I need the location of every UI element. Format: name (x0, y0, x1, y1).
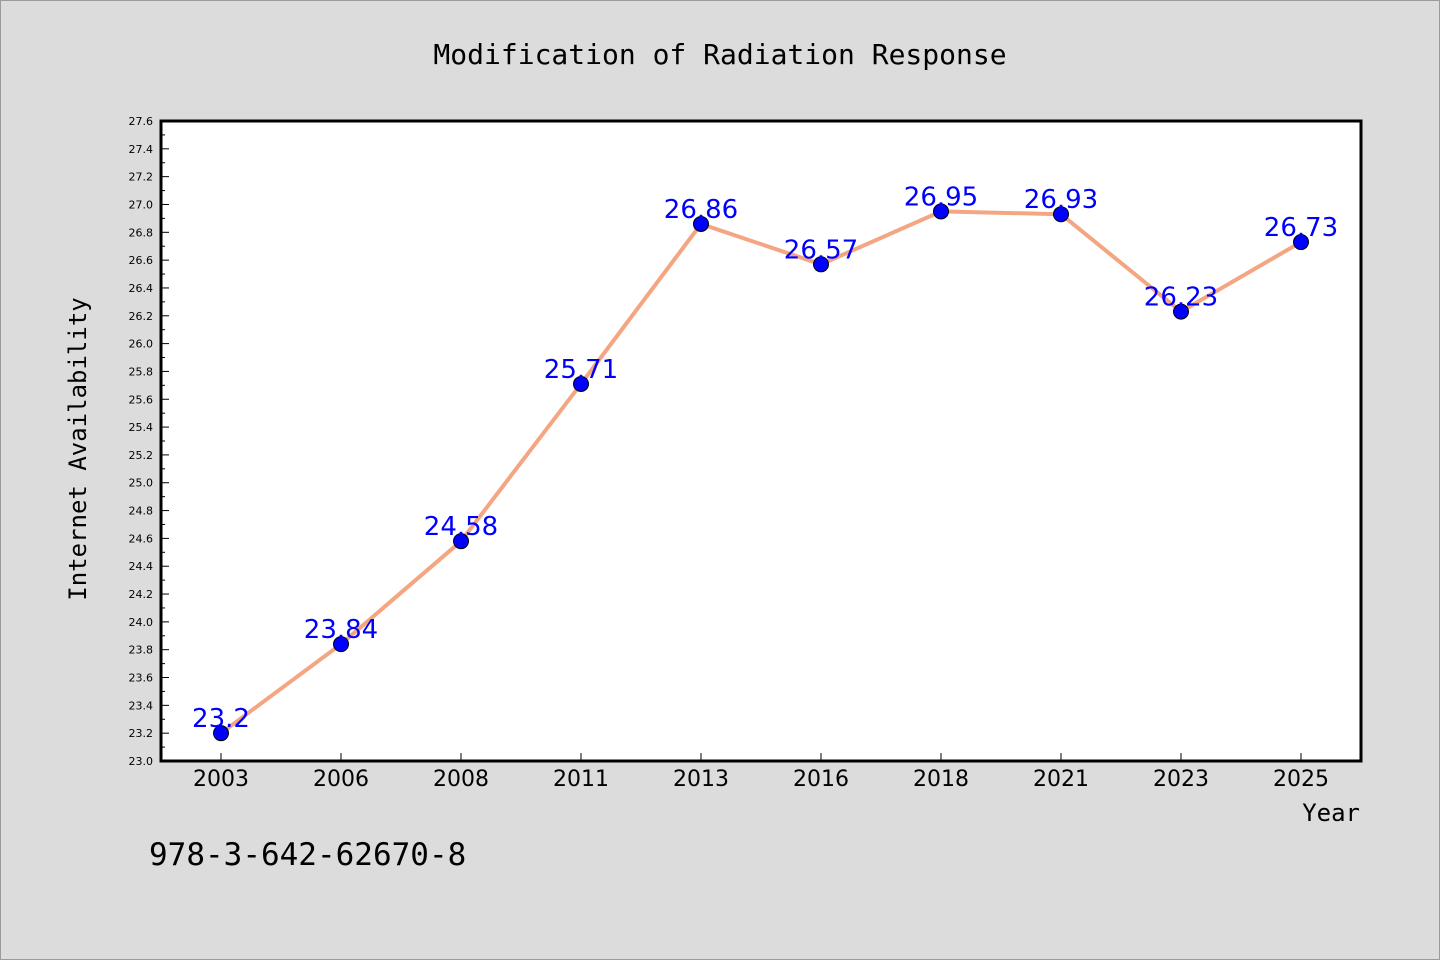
data-label: 23.84 (304, 615, 378, 645)
y-axis: 23.0 23.2 23.4 23.6 23.8 24.0 24.2 24.4 24.6 24.8… (129, 115, 169, 768)
x-tick-label: 2008 (433, 767, 489, 792)
y-tick-label: 23.6 (129, 672, 154, 685)
data-label: 26.57 (784, 235, 858, 265)
y-tick-label: 26.0 (129, 338, 154, 351)
data-point (213, 725, 229, 742)
x-axis-label: Year (1302, 799, 1360, 827)
data-label: 26.93 (1024, 185, 1098, 215)
data-point (1053, 206, 1069, 223)
x-tick-label: 2006 (313, 767, 369, 792)
data-point (573, 375, 589, 392)
x-tick-label: 2011 (553, 767, 609, 792)
y-tick-label: 26.8 (129, 226, 154, 239)
data-point (1173, 303, 1189, 320)
y-tick-label: 27.4 (129, 143, 154, 156)
data-label: 24.58 (424, 512, 498, 542)
data-markers (213, 203, 1309, 742)
x-tick-label: 2016 (793, 767, 849, 792)
y-tick-label: 27.2 (129, 171, 154, 184)
y-tick-label: 26.6 (129, 254, 154, 267)
x-tick-label: 2013 (673, 767, 729, 792)
y-tick-label: 26.2 (129, 310, 154, 323)
y-tick-label: 24.4 (129, 560, 154, 573)
x-tick-label: 2021 (1033, 767, 1089, 792)
y-tick-label: 23.8 (129, 644, 154, 657)
plot-area (159, 119, 1363, 763)
y-tick-label: 25.6 (129, 393, 154, 406)
data-labels: 23.2 23.84 24.58 25.71 26.86 26.57 26.95 26.93 2… (192, 182, 1338, 734)
y-tick-label: 24.2 (129, 588, 154, 601)
y-tick-label: 25.0 (129, 477, 154, 490)
x-tick-label: 2023 (1153, 767, 1209, 792)
y-tick-label: 25.8 (129, 365, 154, 378)
y-tick-label: 24.6 (129, 532, 154, 545)
data-label: 26.73 (1264, 213, 1338, 243)
y-tick-label: 23.2 (129, 727, 154, 740)
data-label: 26.95 (904, 182, 978, 212)
y-tick-label: 27.0 (129, 198, 154, 211)
y-tick-label: 23.0 (129, 755, 154, 768)
data-point (333, 636, 349, 653)
x-tick-label: 2025 (1273, 767, 1329, 792)
data-point (933, 203, 949, 220)
y-tick-label: 24.8 (129, 505, 154, 518)
x-tick-label: 2018 (913, 767, 969, 792)
data-label: 26.23 (1144, 283, 1218, 313)
x-axis: 2003 2006 2008 2011 2013 2016 2018 2021 2023 2025 (193, 753, 1329, 792)
data-label: 23.2 (192, 704, 250, 734)
data-point (1293, 234, 1309, 251)
y-tick-label: 25.2 (129, 449, 154, 462)
y-tick-label: 23.4 (129, 699, 154, 712)
y-tick-label: 26.4 (129, 282, 154, 295)
y-tick-label: 25.4 (129, 421, 154, 434)
data-point (693, 215, 709, 232)
data-point (453, 533, 469, 550)
x-tick-label: 2003 (193, 767, 249, 792)
y-tick-label: 27.6 (129, 115, 154, 128)
chart-title: Modification of Radiation Response (433, 38, 1006, 71)
y-axis-label: Internet Availability (64, 297, 92, 600)
data-label: 25.71 (544, 355, 618, 385)
y-tick-label: 24.0 (129, 616, 154, 629)
data-label: 26.86 (664, 195, 738, 225)
data-point (813, 256, 829, 273)
isbn-text: 978-3-642-62670-8 (149, 837, 466, 873)
series-line (219, 209, 1303, 735)
